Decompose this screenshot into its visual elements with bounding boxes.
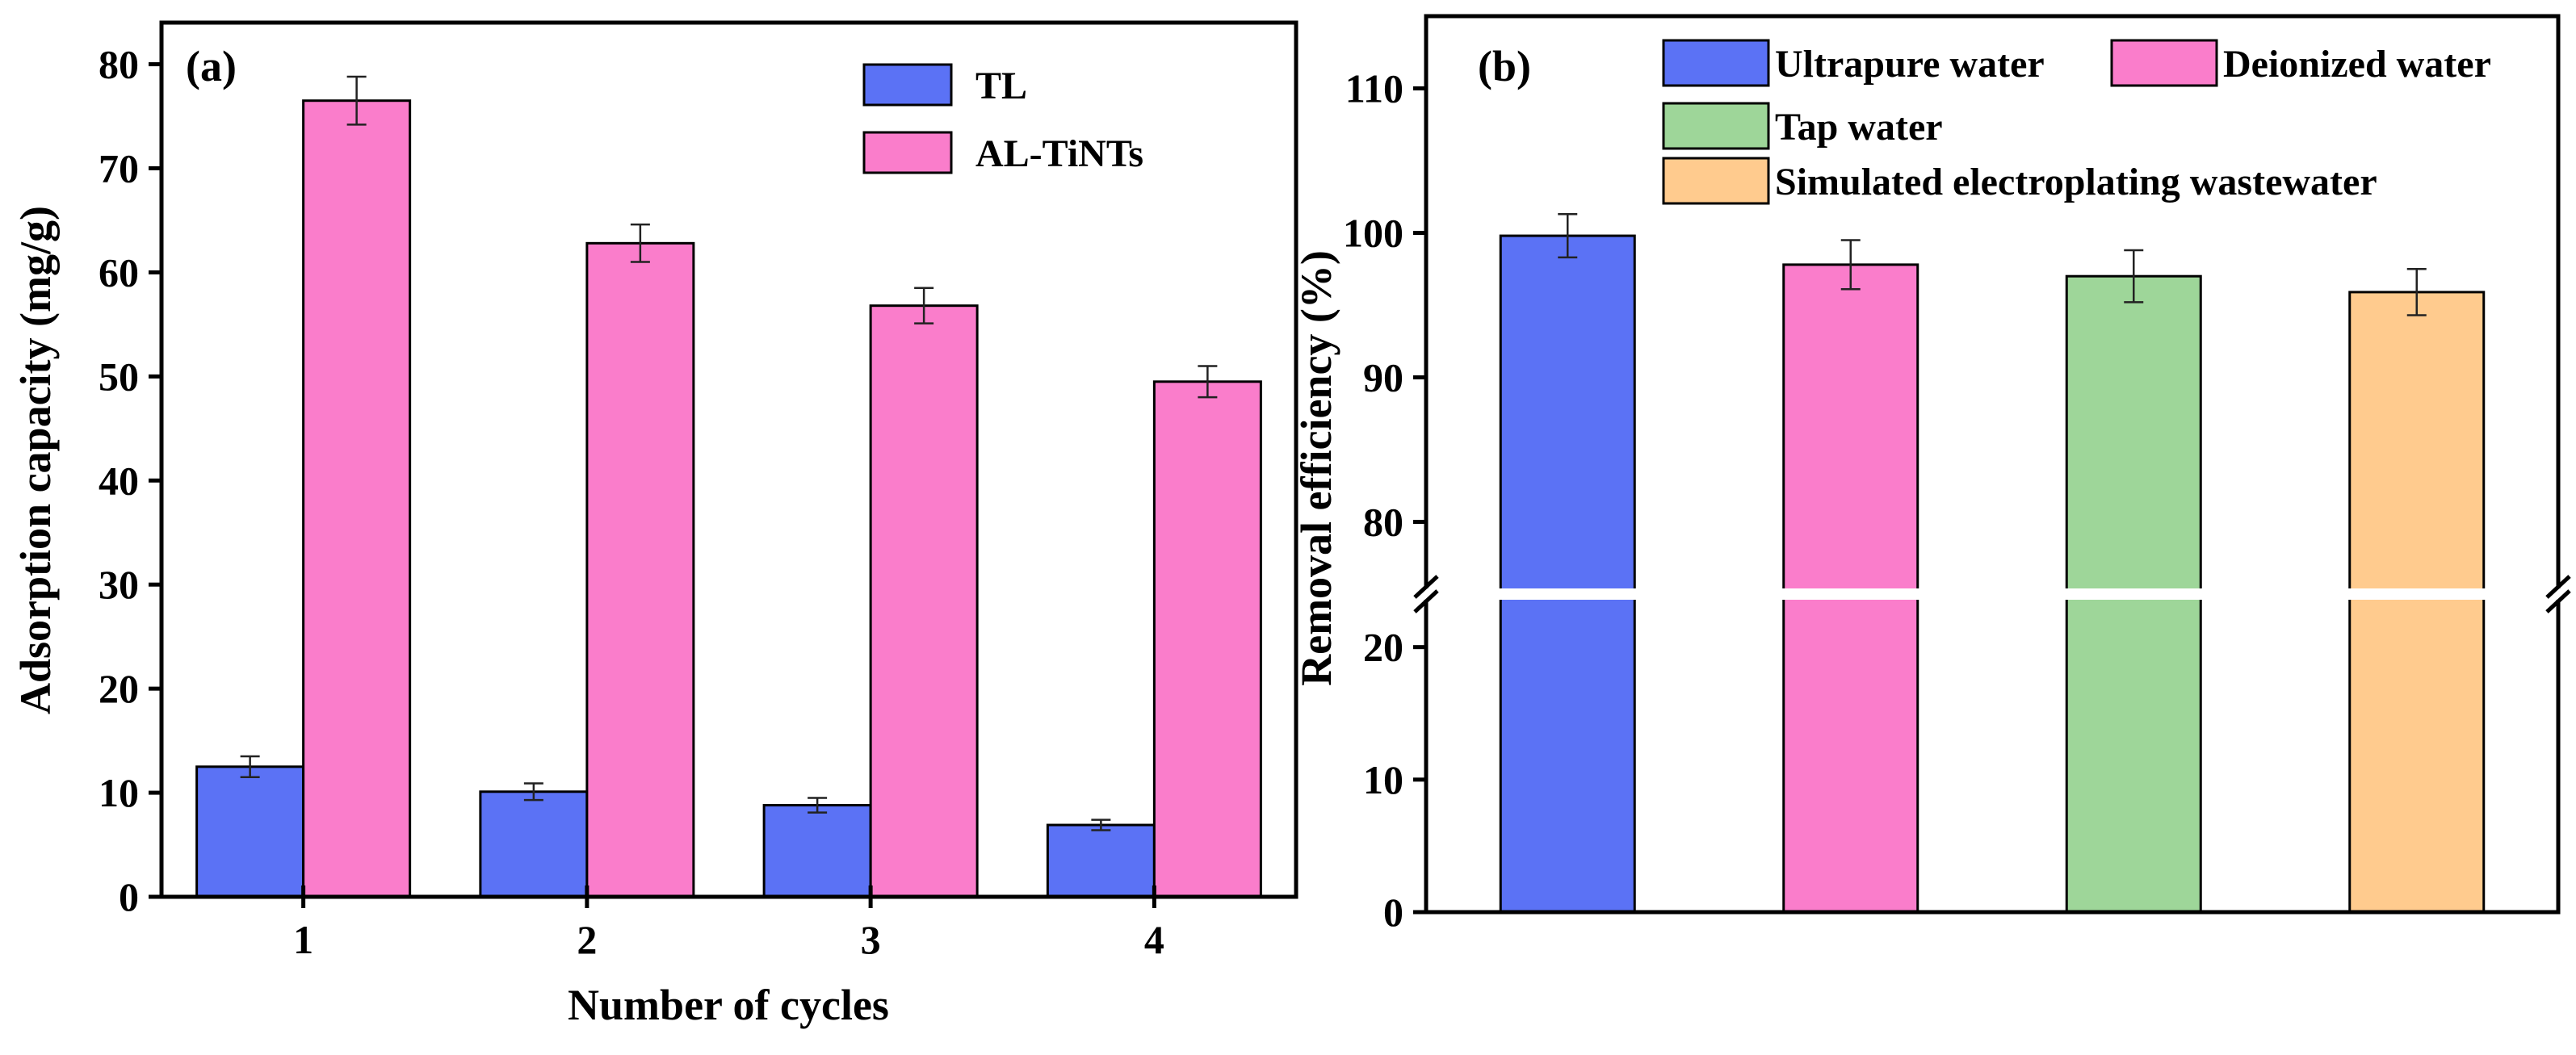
panel-a-y-tick-label: 80 bbox=[99, 42, 139, 87]
error-bar-deionized-water bbox=[1840, 239, 1861, 291]
bar-tl-cycle-4 bbox=[1046, 823, 1156, 898]
panel-a-error-bars bbox=[240, 75, 1218, 831]
panel-a-y-tick-label: 70 bbox=[99, 146, 139, 191]
panel-a-x-tick-label: 3 bbox=[861, 917, 881, 962]
error-bar-tap-water bbox=[2124, 249, 2144, 304]
panel-a-chart: 0 10 20 30 40 50 60 70 80 1 2 3 4 (a) Adsorption ca… bbox=[11, 20, 1298, 1029]
panel-b-y-tick-label: 0 bbox=[1383, 890, 1403, 935]
panel-a-y-tick-label: 30 bbox=[99, 562, 139, 607]
axis-break-slash bbox=[1413, 589, 1439, 613]
bar-tl-cycle-1 bbox=[195, 765, 305, 898]
panel-b-y-axis-title: Removal efficiency (%) bbox=[1292, 250, 1340, 686]
legend-swatch-tap-water bbox=[1662, 102, 1770, 150]
legend-swatch-ultrapure-water bbox=[1662, 39, 1770, 87]
panel-a-y-tick-label: 50 bbox=[99, 354, 139, 399]
legend-label-deionized-water: Deionized water bbox=[2223, 43, 2491, 86]
panel-b-y-tick-label: 110 bbox=[1345, 66, 1403, 111]
panel-b-legend: Ultrapure water Deionized water Tap water S… bbox=[1662, 39, 2491, 205]
bar-tl-cycle-2 bbox=[479, 790, 589, 898]
panel-b-y-tick-label: 100 bbox=[1343, 211, 1403, 256]
bar-deionized-water bbox=[1782, 263, 1919, 914]
panel-a-y-tick-label: 20 bbox=[99, 666, 139, 711]
error-bar-tl-cycle-2 bbox=[523, 782, 543, 802]
panel-b-bars bbox=[1499, 234, 2486, 914]
bar-al-tints-cycle-1 bbox=[302, 99, 412, 898]
axis-break-gap bbox=[1423, 588, 2561, 600]
error-bar-tl-cycle-1 bbox=[240, 755, 260, 778]
panel-b-label: (b) bbox=[1478, 42, 1531, 90]
panel-b-y-tick-label: 20 bbox=[1363, 625, 1403, 670]
bar-al-tints-cycle-3 bbox=[869, 304, 979, 898]
panel-a-legend: TL AL-TiNTs bbox=[862, 63, 1143, 175]
error-bar-simulated-electroplating-wastewater bbox=[2406, 268, 2427, 316]
panel-a-x-axis-title: Number of cycles bbox=[568, 981, 889, 1029]
panel-a-y-tick-label: 60 bbox=[99, 249, 139, 295]
panel-a-x-tick-label: 2 bbox=[577, 917, 597, 962]
legend-label-ultrapure-water: Ultrapure water bbox=[1775, 43, 2045, 86]
error-bar-al-tints-cycle-2 bbox=[630, 223, 650, 263]
panel-b-y-ticks: 0 10 20 80 90 100 110 bbox=[1343, 66, 1426, 935]
panel-a-x-tick-label: 4 bbox=[1144, 917, 1164, 962]
legend-label-simulated-electroplating-wastewater: Simulated electroplating wastewater bbox=[1775, 161, 2377, 203]
panel-b-y-tick-label: 90 bbox=[1363, 355, 1403, 400]
bar-simulated-electroplating-wastewater bbox=[2348, 291, 2486, 914]
axis-break-slash bbox=[1413, 575, 1439, 599]
legend-label-tl: TL bbox=[975, 65, 1027, 107]
legend-label-tap-water: Tap water bbox=[1775, 106, 1943, 149]
panel-a-y-axis-title: Adsorption capacity (mg/g) bbox=[11, 206, 60, 714]
panel-a-y-tick-label: 10 bbox=[99, 770, 139, 815]
bar-al-tints-cycle-2 bbox=[585, 241, 695, 898]
panel-a-label: (a) bbox=[186, 42, 237, 90]
panel-b-frame bbox=[1424, 14, 2561, 915]
legend-swatch-al-tints bbox=[862, 131, 953, 174]
panel-b-y-tick-label: 80 bbox=[1363, 500, 1403, 545]
panel-a-frame bbox=[159, 20, 1298, 899]
legend-swatch-tl bbox=[862, 63, 953, 107]
error-bar-tl-cycle-3 bbox=[808, 797, 828, 814]
panel-b-y-tick-label: 10 bbox=[1363, 757, 1403, 802]
panel-b-chart: 0 10 20 80 90 100 110 (b) Removal efficiency (… bbox=[1292, 14, 2571, 935]
panel-a-y-tick-label: 40 bbox=[99, 458, 139, 503]
panel-a-y-ticks: 0 10 20 30 40 50 60 70 80 bbox=[99, 42, 162, 919]
bar-al-tints-cycle-4 bbox=[1152, 380, 1262, 898]
axis-break-slash bbox=[2545, 575, 2571, 599]
panel-b-error-bars bbox=[1558, 212, 2427, 316]
error-bar-al-tints-cycle-1 bbox=[346, 75, 367, 126]
legend-label-al-tints: AL-TiNTs bbox=[975, 132, 1143, 175]
axis-break-slash bbox=[2545, 589, 2571, 613]
panel-a-y-tick-label: 0 bbox=[119, 874, 139, 919]
error-bar-al-tints-cycle-3 bbox=[914, 287, 934, 324]
bar-ultrapure-water bbox=[1499, 234, 1636, 914]
error-bar-tl-cycle-4 bbox=[1091, 818, 1111, 831]
bar-tl-cycle-3 bbox=[762, 804, 872, 898]
legend-swatch-simulated-electroplating-wastewater bbox=[1662, 157, 1770, 205]
error-bar-ultrapure-water bbox=[1558, 212, 1578, 259]
legend-swatch-deionized-water bbox=[2110, 39, 2218, 87]
panel-a-x-ticks: 1 2 3 4 bbox=[293, 885, 1164, 962]
panel-a-bars bbox=[195, 99, 1262, 898]
panel-a-x-tick-label: 1 bbox=[293, 917, 313, 962]
panel-b-axis-break bbox=[1413, 575, 2571, 613]
error-bar-al-tints-cycle-4 bbox=[1198, 365, 1218, 399]
